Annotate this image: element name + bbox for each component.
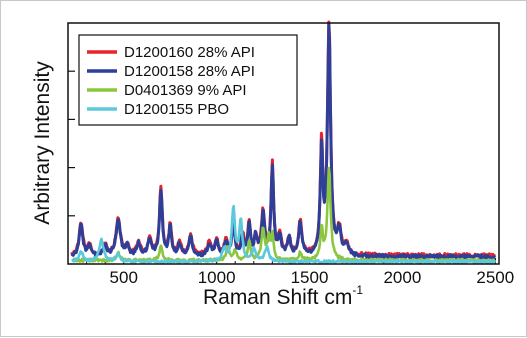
legend-entry: D1200155 PBO xyxy=(124,101,229,118)
x-axis-label: Raman Shift cm-1 xyxy=(203,283,363,309)
series-line-4 xyxy=(71,204,496,265)
plot-area xyxy=(67,22,500,265)
y-axis-label: Arbitrary Intensity xyxy=(31,61,54,225)
x-tick-label: 1000 xyxy=(198,268,236,287)
x-tick-label: 1500 xyxy=(291,268,329,287)
legend-entry: D0401369 9% API xyxy=(124,82,247,99)
x-tick-label: 2000 xyxy=(383,268,421,287)
x-tick-label: 2500 xyxy=(476,268,514,287)
legend-entry: D1200160 28% API xyxy=(124,44,255,61)
x-tick-label: 500 xyxy=(110,268,138,287)
series-line-2 xyxy=(70,23,497,261)
legend-entry: D1200158 28% API xyxy=(124,63,255,80)
